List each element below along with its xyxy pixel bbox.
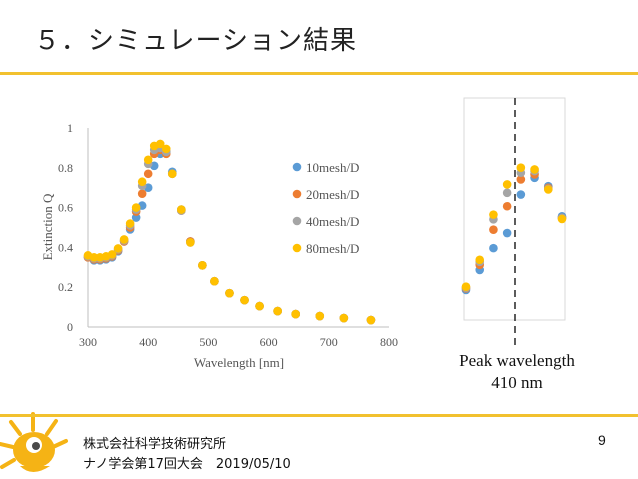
main-y-tick-label: 0.8 bbox=[58, 161, 73, 175]
main-point-80mesh-d bbox=[167, 169, 177, 179]
main-point-80mesh-d bbox=[273, 306, 282, 316]
main-y-tick-label: 0.2 bbox=[58, 280, 73, 294]
main-y-tick-label: 0.6 bbox=[58, 201, 73, 215]
legend-marker bbox=[292, 162, 302, 172]
bottom-accent-rule bbox=[0, 414, 638, 417]
inset-point-20mesh-d bbox=[502, 201, 512, 211]
legend-label: 80mesh/D bbox=[306, 241, 359, 256]
inset-point-20mesh-d bbox=[489, 225, 498, 234]
peak-label-line2: 410 nm bbox=[491, 373, 543, 392]
inset-point-80mesh-d bbox=[530, 165, 539, 174]
main-point-80mesh-d bbox=[155, 139, 165, 149]
inset-point-80mesh-d bbox=[502, 180, 512, 189]
main-point-80mesh-d bbox=[186, 238, 195, 247]
main-point-80mesh-d bbox=[177, 205, 186, 214]
inset-point-80mesh-d bbox=[475, 255, 485, 265]
main-x-tick-label: 800 bbox=[380, 335, 398, 349]
main-x-tick-label: 300 bbox=[79, 335, 97, 349]
main-x-tick-label: 600 bbox=[260, 335, 278, 349]
main-point-80mesh-d bbox=[125, 219, 135, 228]
main-point-80mesh-d bbox=[107, 250, 117, 259]
inset-point-10mesh-d bbox=[489, 243, 498, 253]
main-point-80mesh-d bbox=[113, 244, 123, 253]
main-point-80mesh-d bbox=[137, 177, 147, 187]
inset-point-10mesh-d bbox=[516, 190, 526, 199]
main-y-tick-label: 0.4 bbox=[58, 240, 73, 254]
main-point-80mesh-d bbox=[210, 276, 219, 286]
legend-marker bbox=[292, 243, 302, 253]
main-point-10mesh-d bbox=[131, 213, 141, 222]
peak-label-line1: Peak wavelength bbox=[459, 351, 575, 370]
inset-point-80mesh-d bbox=[516, 163, 526, 173]
inset-point-80mesh-d bbox=[557, 214, 567, 224]
main-chart: Extinction Q Wavelength [nm] 300 400 500 60… bbox=[40, 121, 398, 370]
main-point-80mesh-d bbox=[291, 309, 300, 319]
main-x-tick-label: 500 bbox=[199, 335, 217, 349]
legend-label: 40mesh/D bbox=[306, 214, 359, 229]
page-number: 9 bbox=[598, 432, 606, 448]
peak-annotation: Peak wavelength 410 nm bbox=[452, 350, 582, 394]
main-point-80mesh-d bbox=[225, 288, 234, 298]
main-x-tick-label: 400 bbox=[139, 335, 157, 349]
main-x-tick-label: 700 bbox=[320, 335, 338, 349]
slide-title: ５．シミュレーション結果 bbox=[34, 26, 357, 56]
main-point-80mesh-d bbox=[339, 313, 349, 323]
legend-label: 10mesh/D bbox=[306, 160, 359, 175]
main-point-20mesh-d bbox=[143, 169, 153, 179]
legend-marker bbox=[292, 189, 302, 199]
event-info: ナノ学会第17回大会 2019/05/10 bbox=[83, 457, 291, 472]
top-accent-rule bbox=[0, 72, 638, 75]
main-point-80mesh-d bbox=[198, 261, 207, 270]
main-point-80mesh-d bbox=[315, 311, 325, 321]
main-point-20mesh-d bbox=[137, 189, 147, 198]
main-point-80mesh-d bbox=[366, 315, 376, 325]
main-point-80mesh-d bbox=[255, 301, 264, 311]
inset-point-80mesh-d bbox=[461, 282, 471, 291]
main-point-80mesh-d bbox=[119, 235, 129, 244]
company-name: 株式会社科学技術研究所 bbox=[83, 437, 227, 452]
legend-marker bbox=[292, 216, 302, 226]
main-y-tick-label: 0 bbox=[67, 320, 73, 334]
main-point-80mesh-d bbox=[143, 155, 153, 165]
main-point-80mesh-d bbox=[89, 253, 99, 262]
sun-mascot-logo bbox=[0, 412, 68, 472]
inset-point-20mesh-d bbox=[516, 175, 526, 184]
main-x-axis-label: Wavelength [nm] bbox=[194, 355, 284, 370]
inset-point-80mesh-d bbox=[489, 210, 498, 219]
main-point-80mesh-d bbox=[240, 295, 249, 305]
main-point-80mesh-d bbox=[161, 144, 171, 154]
main-point-80mesh-d bbox=[131, 203, 141, 212]
main-y-tick-label: 1 bbox=[67, 121, 73, 135]
main-y-axis-label: Extinction Q bbox=[40, 193, 55, 260]
legend-label: 20mesh/D bbox=[306, 187, 359, 202]
inset-point-80mesh-d bbox=[543, 185, 553, 194]
inset-chart bbox=[461, 97, 567, 350]
inset-point-10mesh-d bbox=[502, 228, 512, 238]
inset-point-40mesh-d bbox=[502, 188, 512, 198]
